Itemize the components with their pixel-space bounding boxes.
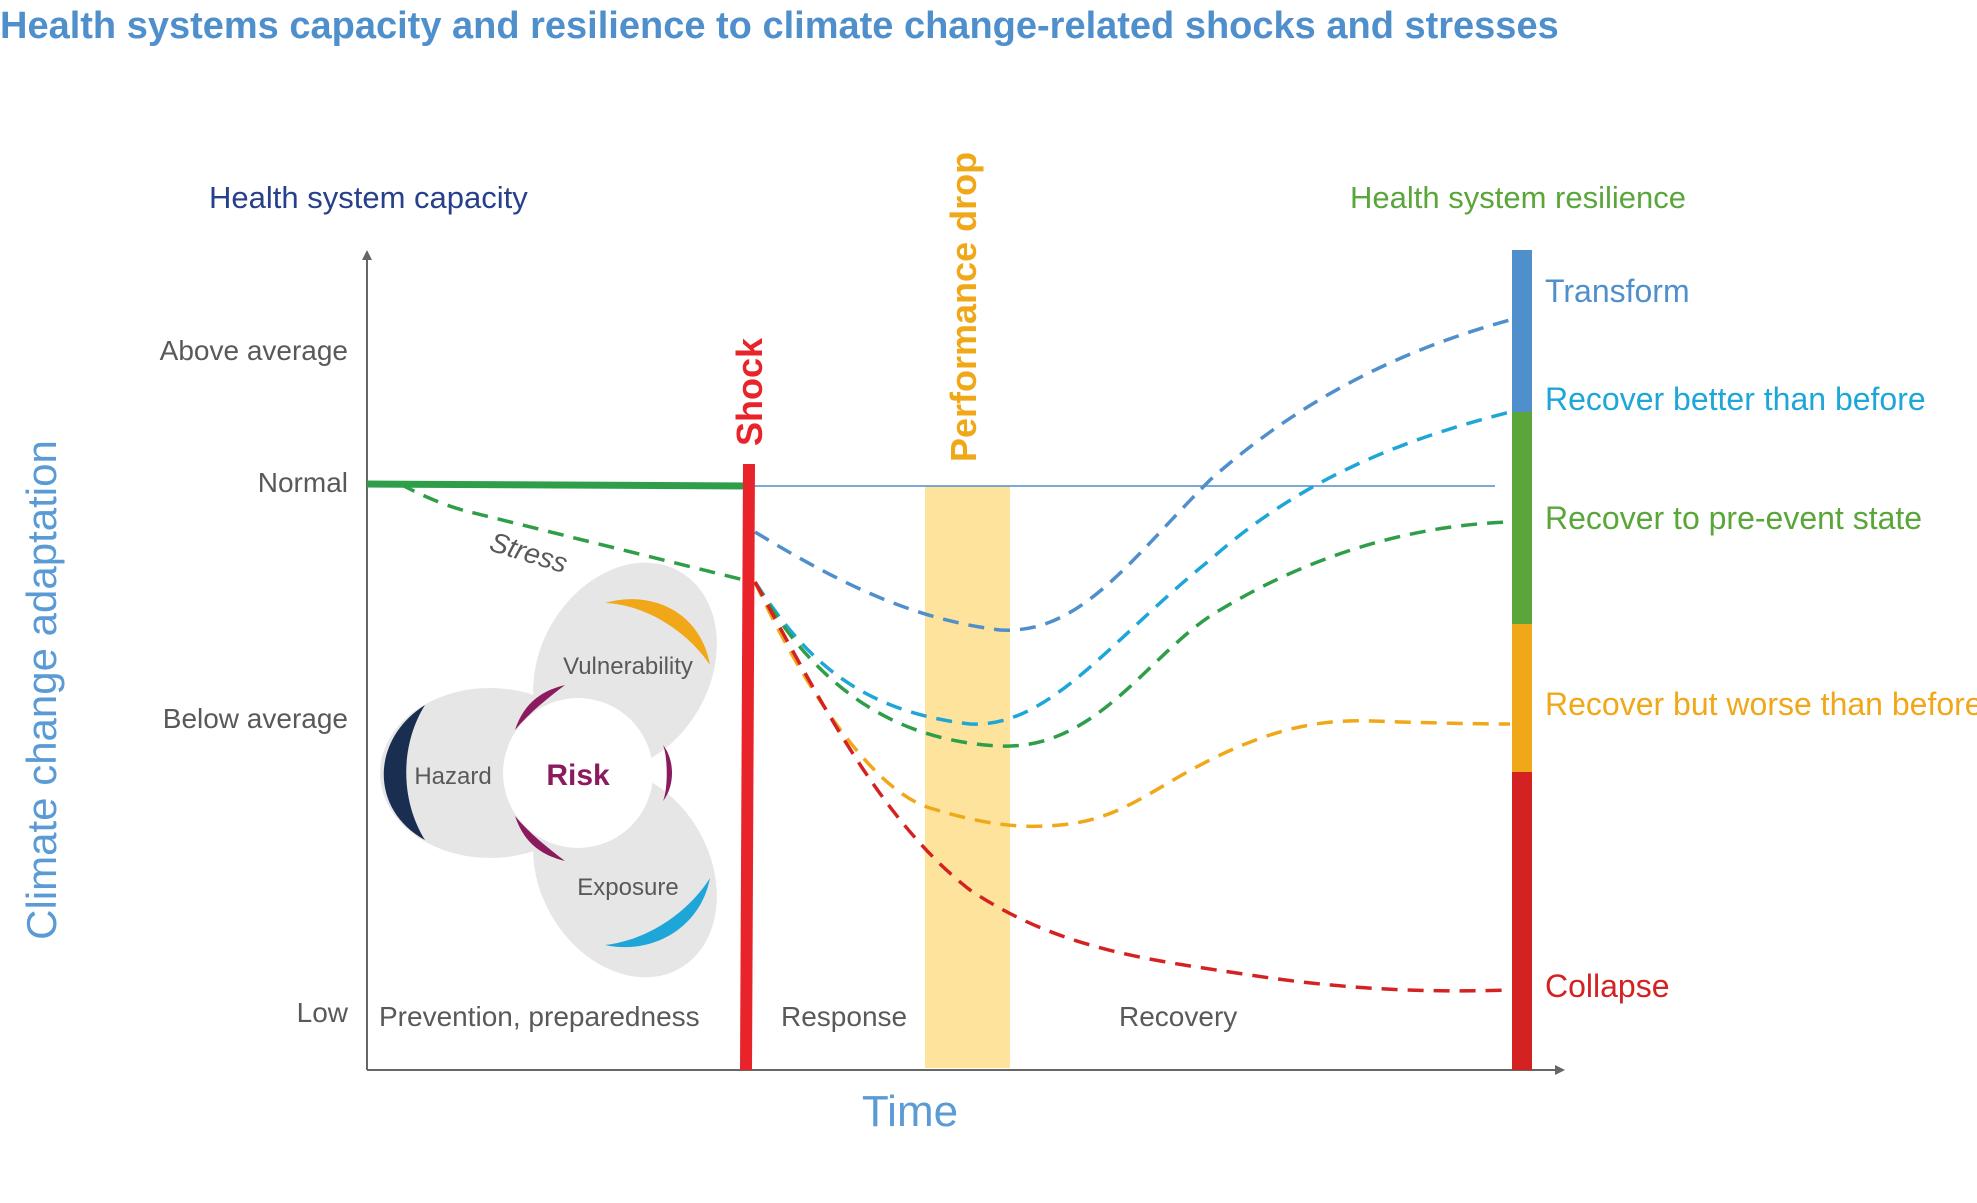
phase-recovery: Recovery (1119, 1001, 1237, 1032)
outcome-recover-worse: Recover but worse than before (1545, 686, 1977, 722)
risk-diagram: Risk Hazard Vulnerability Exposure (380, 562, 717, 978)
hazard-arc (383, 705, 425, 840)
curve-recover-worse (753, 581, 1511, 829)
performance-drop-band (925, 486, 1010, 1068)
hazard-label: Hazard (414, 763, 491, 790)
scale-collapse (1512, 772, 1532, 1070)
phase-prevention: Prevention, preparedness (379, 1001, 700, 1032)
capacity-label: Health system capacity (209, 180, 528, 215)
curve-collapse (753, 581, 1511, 993)
risk-center-label: Risk (546, 759, 610, 792)
x-axis-label: Time (862, 1087, 958, 1136)
curve-recover-pre-event (753, 520, 1511, 748)
risk-core (503, 698, 653, 848)
risk-arc-right (663, 745, 672, 801)
stress-curve (399, 482, 753, 584)
resilience-scale (1512, 250, 1532, 1070)
y-axis-label: Climate change adaptation (18, 440, 65, 940)
shock-bar (740, 464, 755, 1070)
page-title: Health systems capacity and resilience t… (0, 5, 1559, 47)
curve-recover-better (753, 410, 1511, 726)
curve-transform (754, 318, 1511, 632)
performance-drop-label: Performance drop (943, 152, 984, 462)
level-normal: Normal (258, 467, 348, 498)
exposure-label: Exposure (577, 874, 678, 901)
outcome-recover-better: Recover better than before (1545, 381, 1926, 417)
normal-capacity-line (366, 480, 749, 490)
level-above-average: Above average (160, 335, 348, 366)
phase-response: Response (781, 1001, 907, 1032)
exposure-arc (605, 878, 710, 948)
outcome-collapse: Collapse (1545, 968, 1670, 1004)
vulnerability-label: Vulnerability (563, 653, 693, 680)
vulnerability-arc (605, 599, 710, 665)
scale-transform (1512, 250, 1532, 412)
level-below-average: Below average (163, 703, 348, 734)
resilience-label: Health system resilience (1350, 180, 1686, 215)
outcome-recover-pre-event: Recover to pre-event state (1545, 500, 1922, 536)
outcome-transform: Transform (1545, 273, 1690, 309)
scale-recover-pre-event (1512, 412, 1532, 624)
level-low: Low (297, 997, 349, 1028)
scale-recover-worse (1512, 624, 1532, 772)
shock-label: Shock (729, 337, 770, 446)
